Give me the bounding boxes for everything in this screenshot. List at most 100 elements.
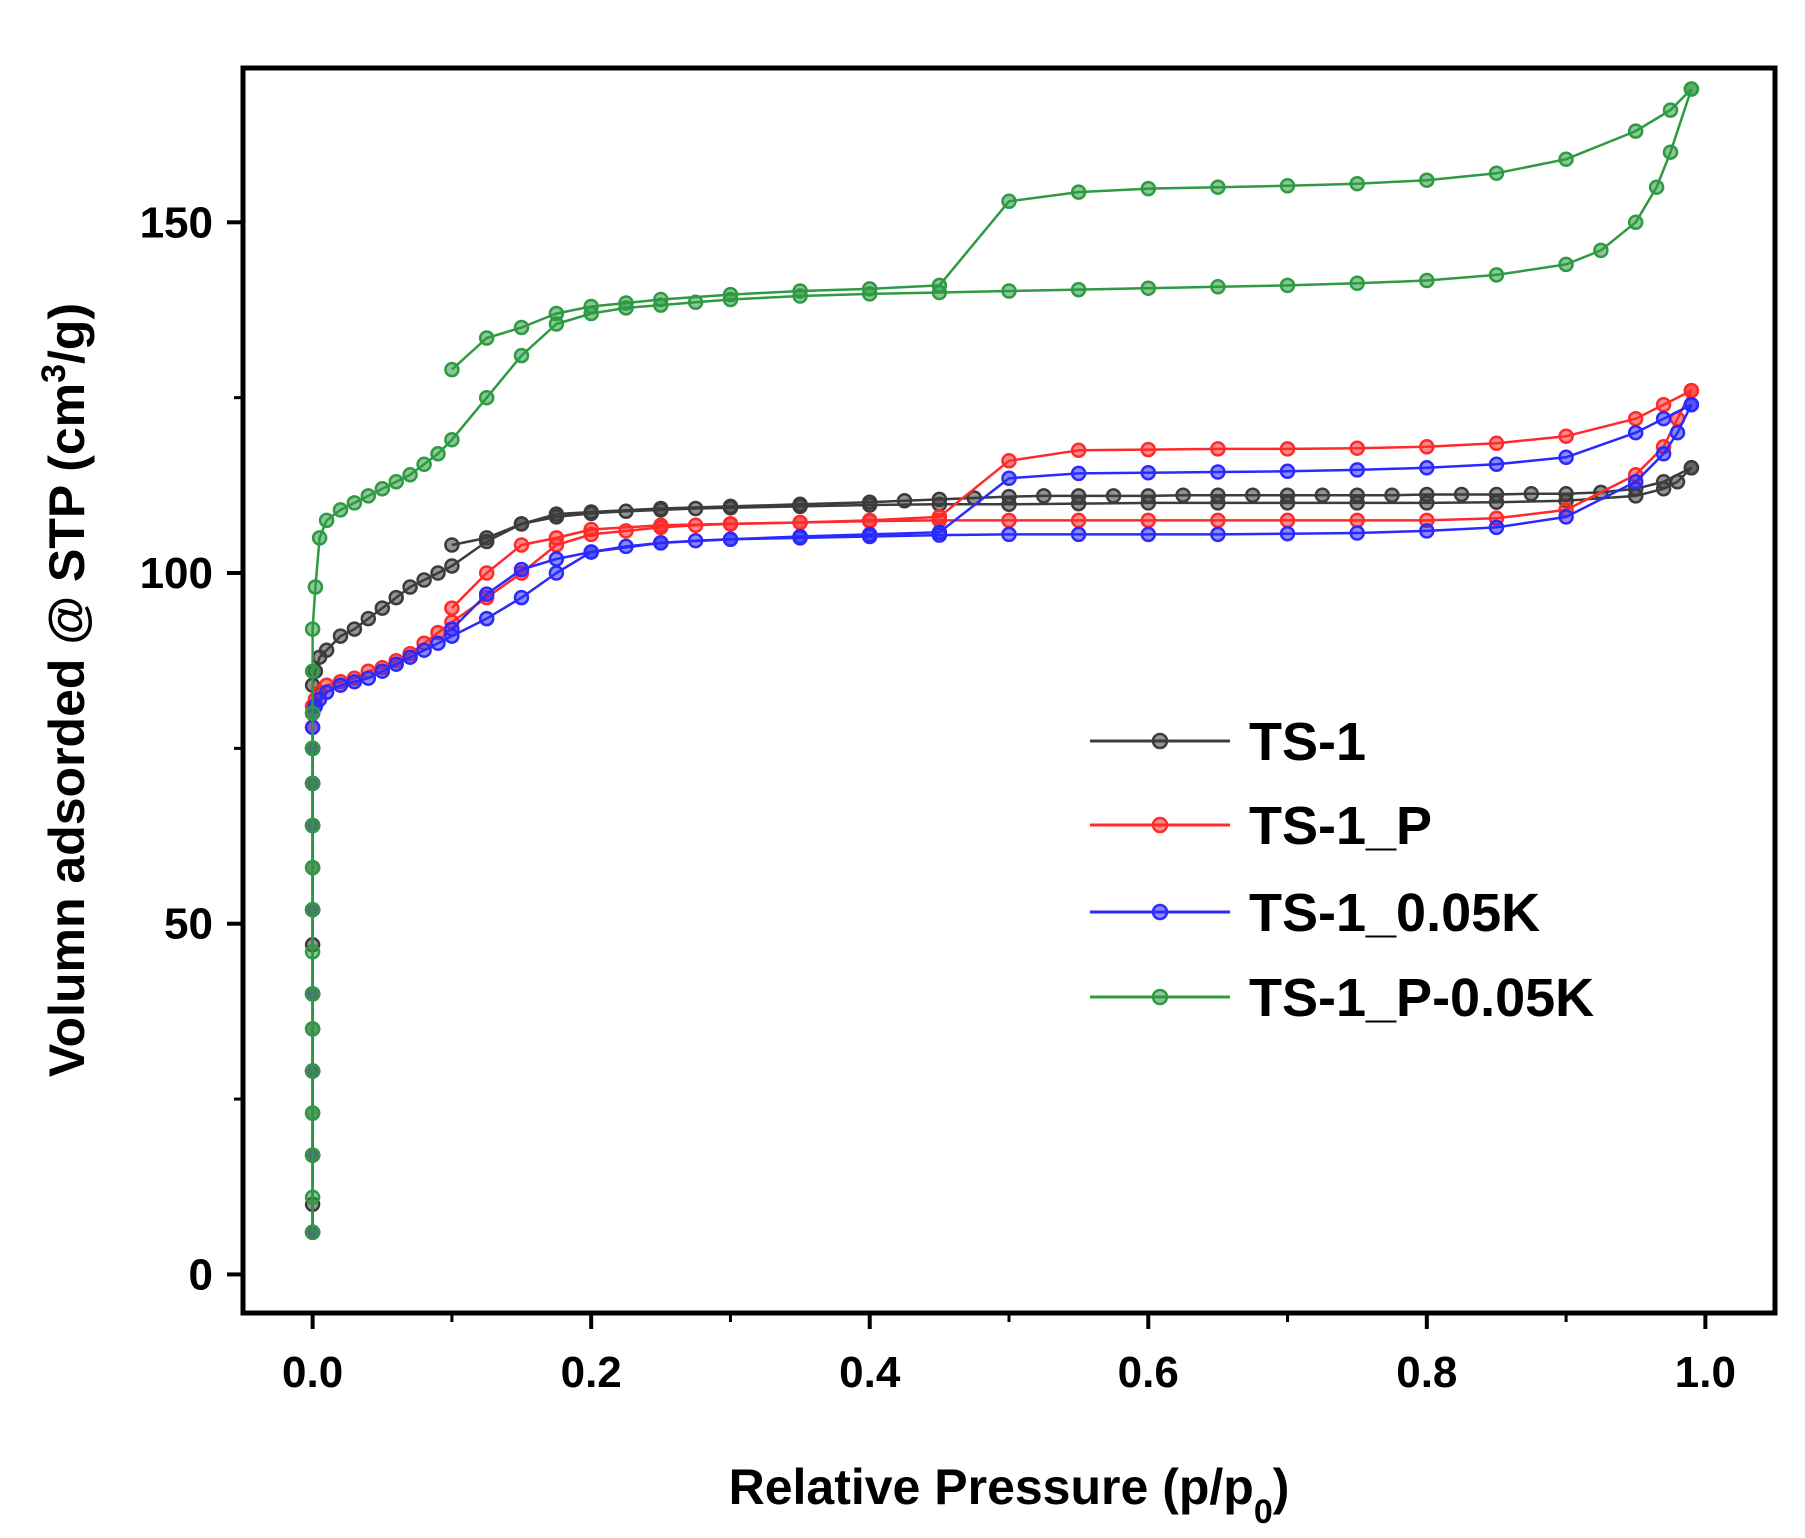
data-point bbox=[444, 600, 460, 616]
data-point bbox=[1453, 486, 1470, 503]
data-point bbox=[618, 523, 634, 539]
legend-marker-ts-1-0-05k bbox=[1151, 903, 1169, 921]
data-point bbox=[618, 295, 634, 311]
data-point bbox=[548, 565, 565, 581]
data-point bbox=[931, 509, 948, 525]
x-axis-label-end: ) bbox=[1273, 1459, 1290, 1515]
data-point bbox=[1210, 512, 1226, 529]
data-point bbox=[1419, 486, 1435, 503]
data-point bbox=[360, 610, 377, 627]
data-point bbox=[360, 670, 377, 686]
data-point bbox=[304, 1105, 321, 1121]
data-point bbox=[402, 579, 418, 595]
data-point bbox=[304, 663, 321, 679]
data-point bbox=[653, 291, 669, 308]
data-point bbox=[931, 491, 948, 508]
data-point bbox=[1279, 525, 1296, 542]
data-point bbox=[1001, 453, 1017, 469]
data-point bbox=[304, 705, 321, 722]
data-point bbox=[1279, 487, 1296, 503]
data-point bbox=[1648, 179, 1665, 195]
data-point bbox=[478, 530, 495, 546]
data-point bbox=[722, 286, 739, 303]
data-point bbox=[1140, 526, 1157, 543]
data-point bbox=[861, 494, 878, 510]
data-point bbox=[618, 538, 634, 555]
data-point bbox=[1314, 487, 1331, 503]
data-point bbox=[332, 628, 349, 644]
data-point bbox=[1683, 382, 1700, 399]
data-point bbox=[1419, 172, 1435, 188]
data-point bbox=[374, 600, 391, 616]
data-point bbox=[1419, 272, 1435, 289]
data-point bbox=[1662, 144, 1679, 160]
data-point bbox=[304, 621, 321, 637]
data-point bbox=[1558, 509, 1574, 525]
x-axis: 0.0 0.2 0.4 0.6 0.8 1.0 bbox=[282, 1313, 1736, 1397]
data-point bbox=[1210, 464, 1226, 480]
data-point bbox=[304, 901, 321, 918]
y-axis-label: Volumn adsorded @ STP (cm3/g) bbox=[35, 303, 95, 1077]
data-point bbox=[653, 517, 669, 534]
data-point bbox=[548, 305, 565, 322]
data-point bbox=[304, 817, 321, 834]
data-point bbox=[1558, 428, 1574, 444]
data-point bbox=[583, 544, 599, 560]
y-axis-label-main: Volumn adsorded @ STP (cm bbox=[39, 383, 95, 1077]
data-point bbox=[1210, 279, 1226, 295]
data-point bbox=[1070, 526, 1087, 543]
data-point bbox=[618, 503, 634, 520]
data-point bbox=[1558, 256, 1574, 273]
x-tick-label: 0.0 bbox=[282, 1348, 343, 1397]
data-point bbox=[1244, 487, 1261, 503]
legend-marker-ts-1 bbox=[1151, 732, 1169, 750]
data-point bbox=[931, 277, 948, 294]
y-tick-label: 100 bbox=[140, 549, 213, 598]
series-line-desorption bbox=[451, 403, 1692, 630]
data-point bbox=[1488, 519, 1505, 536]
data-point bbox=[1140, 280, 1157, 296]
data-point bbox=[318, 642, 335, 658]
data-point bbox=[1627, 123, 1644, 139]
data-point bbox=[307, 579, 324, 595]
series-3 bbox=[304, 81, 1700, 1241]
x-tick-label: 0.8 bbox=[1396, 1348, 1457, 1397]
data-point bbox=[1683, 396, 1700, 413]
legend-label-ts-1: TS-1 bbox=[1249, 712, 1366, 772]
data-point bbox=[478, 610, 495, 627]
data-point bbox=[1140, 180, 1157, 197]
data-point bbox=[1001, 512, 1017, 529]
data-point bbox=[1662, 102, 1679, 118]
data-point bbox=[1488, 435, 1505, 452]
data-point bbox=[304, 944, 321, 960]
data-point bbox=[687, 532, 704, 549]
data-point bbox=[346, 495, 363, 511]
series-line-desorption bbox=[451, 389, 1692, 609]
data-point bbox=[861, 281, 878, 297]
data-point bbox=[1279, 178, 1296, 194]
data-point bbox=[388, 474, 404, 490]
x-axis-label: Relative Pressure (p/p0) bbox=[729, 1459, 1290, 1531]
data-point bbox=[1070, 281, 1087, 298]
data-point bbox=[1419, 439, 1435, 455]
data-point bbox=[1683, 81, 1700, 97]
data-point bbox=[687, 500, 704, 517]
data-point bbox=[513, 347, 530, 364]
legend-entry-ts-1: TS-1 bbox=[1090, 712, 1366, 772]
data-point bbox=[1655, 410, 1672, 427]
data-point bbox=[722, 516, 739, 532]
data-point bbox=[513, 319, 530, 336]
x-axis-label-main: Relative Pressure (p/p bbox=[729, 1459, 1254, 1515]
data-point bbox=[1070, 442, 1087, 459]
data-point bbox=[402, 649, 418, 665]
data-point bbox=[430, 446, 446, 462]
data-point bbox=[792, 528, 808, 545]
data-point bbox=[1488, 267, 1505, 283]
y-tick-label: 150 bbox=[140, 198, 213, 247]
data-point bbox=[1488, 456, 1505, 473]
data-point bbox=[444, 558, 460, 574]
data-point bbox=[444, 431, 460, 448]
y-tick-label: 50 bbox=[164, 900, 213, 949]
legend-entry-ts-1-p-0-05k: TS-1_P-0.05K bbox=[1090, 968, 1594, 1028]
legend-label-ts-1-p-0-05k: TS-1_P-0.05K bbox=[1249, 968, 1594, 1028]
